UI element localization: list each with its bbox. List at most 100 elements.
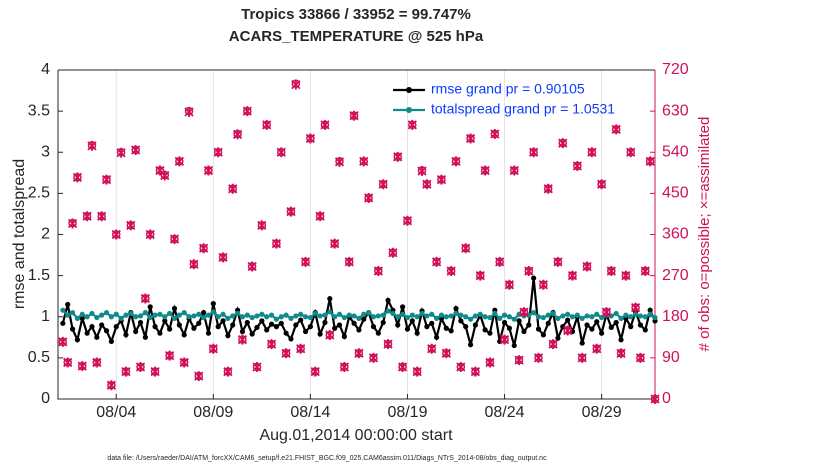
assimilated-marker (257, 220, 267, 231)
assimilated-marker (519, 307, 529, 318)
point (220, 318, 226, 324)
y2-tick-label: 450 (662, 185, 689, 202)
assimilated-marker (553, 256, 563, 267)
assimilated-marker (407, 119, 417, 130)
point (623, 312, 629, 318)
assimilated-marker (422, 179, 432, 190)
assimilated-marker (475, 270, 485, 281)
assimilated-marker (150, 366, 160, 377)
point (453, 305, 459, 312)
point (128, 310, 134, 317)
point (65, 301, 71, 308)
point (409, 312, 415, 318)
assimilated-marker (577, 352, 587, 363)
point (366, 310, 372, 316)
assimilated-marker (524, 266, 534, 277)
point (560, 313, 566, 319)
assimilated-marker (650, 394, 660, 404)
assimilated-marker (72, 172, 83, 183)
point (191, 313, 197, 319)
y2-tick-label: 270 (662, 267, 689, 284)
point (351, 320, 357, 326)
point (477, 311, 483, 317)
assimilated-marker (334, 156, 345, 167)
y-tick-label: 4 (41, 61, 50, 78)
assimilated-marker (495, 256, 505, 267)
point (642, 314, 648, 320)
point (74, 337, 81, 343)
point (74, 315, 81, 321)
assimilated-marker (169, 234, 180, 245)
point (89, 324, 95, 330)
point (60, 320, 66, 326)
assimilated-marker (572, 160, 582, 171)
point (424, 324, 430, 330)
assimilated-marker (77, 361, 87, 372)
point (385, 308, 391, 314)
assimilated-marker (470, 366, 481, 377)
y-tick-label: 1 (41, 308, 50, 325)
point (259, 318, 265, 324)
point (332, 325, 338, 331)
point (89, 310, 95, 317)
point (647, 311, 653, 317)
point (545, 312, 551, 318)
point (108, 314, 114, 320)
assimilated-marker (567, 270, 578, 281)
point (239, 314, 246, 320)
point (584, 313, 590, 319)
point (385, 297, 391, 303)
point (273, 316, 280, 322)
point (113, 311, 119, 317)
y2-tick-label: 90 (662, 349, 680, 366)
point (239, 328, 246, 335)
assimilated-marker (354, 348, 364, 359)
point (351, 313, 357, 319)
point (535, 314, 542, 320)
assimilated-marker (179, 357, 189, 368)
point (511, 316, 517, 322)
assimilated-marker (378, 179, 388, 190)
point (210, 300, 216, 307)
assimilated-marker (616, 348, 626, 359)
point (322, 312, 328, 318)
point (293, 313, 299, 319)
point (361, 311, 367, 317)
point (555, 335, 561, 341)
point (176, 322, 182, 328)
assimilated-marker (213, 147, 223, 158)
point (298, 317, 304, 323)
point (283, 330, 289, 336)
point (370, 314, 377, 320)
assimilated-marker (174, 156, 184, 167)
point (312, 310, 318, 317)
point (249, 314, 255, 321)
assimilated-marker (63, 357, 73, 368)
point (152, 324, 158, 330)
point (278, 314, 284, 320)
assimilated-marker (543, 183, 553, 194)
point (637, 322, 644, 328)
point (516, 318, 522, 324)
y2-tick-label: 180 (662, 308, 689, 325)
assimilated-marker (368, 352, 379, 363)
x-tick-label: 08/14 (290, 404, 330, 421)
point (142, 310, 148, 316)
point (400, 311, 406, 317)
point (171, 305, 178, 312)
point (628, 324, 634, 330)
assimilated-marker (262, 119, 272, 130)
point (244, 312, 250, 318)
point (535, 326, 542, 332)
assimilated-marker (305, 133, 316, 144)
assimilated-marker (436, 174, 447, 185)
point (472, 322, 479, 328)
point (225, 333, 231, 339)
point (264, 327, 270, 333)
point (594, 319, 600, 325)
point (264, 314, 270, 320)
assimilated-marker (363, 192, 374, 203)
point (370, 324, 377, 330)
point (579, 340, 585, 346)
point (433, 315, 440, 321)
